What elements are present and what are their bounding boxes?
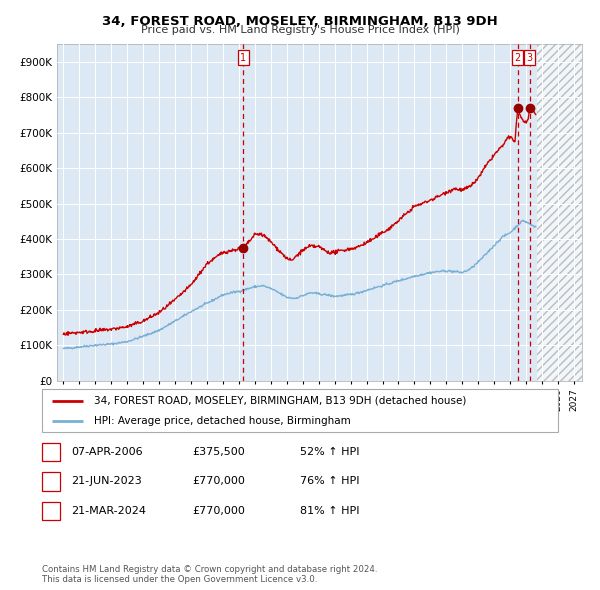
Bar (538, 44, 582, 381)
Text: £375,500: £375,500 (192, 447, 245, 457)
Text: 21-MAR-2024: 21-MAR-2024 (71, 506, 146, 516)
Text: Contains HM Land Registry data © Crown copyright and database right 2024.
This d: Contains HM Land Registry data © Crown c… (42, 565, 377, 584)
Text: 2: 2 (47, 477, 55, 486)
Text: 1: 1 (47, 447, 55, 457)
Text: 3: 3 (527, 53, 533, 63)
Text: 52% ↑ HPI: 52% ↑ HPI (300, 447, 359, 457)
Text: £770,000: £770,000 (192, 477, 245, 486)
Text: 81% ↑ HPI: 81% ↑ HPI (300, 506, 359, 516)
Text: 34, FOREST ROAD, MOSELEY, BIRMINGHAM, B13 9DH (detached house): 34, FOREST ROAD, MOSELEY, BIRMINGHAM, B1… (94, 396, 466, 406)
Text: £770,000: £770,000 (192, 506, 245, 516)
Text: 2: 2 (515, 53, 521, 63)
Text: 21-JUN-2023: 21-JUN-2023 (71, 477, 142, 486)
FancyBboxPatch shape (42, 389, 558, 432)
Text: 34, FOREST ROAD, MOSELEY, BIRMINGHAM, B13 9DH: 34, FOREST ROAD, MOSELEY, BIRMINGHAM, B1… (102, 15, 498, 28)
Text: 76% ↑ HPI: 76% ↑ HPI (300, 477, 359, 486)
Bar (538, 44, 582, 381)
Text: 3: 3 (47, 506, 55, 516)
Text: HPI: Average price, detached house, Birmingham: HPI: Average price, detached house, Birm… (94, 416, 350, 426)
Text: 07-APR-2006: 07-APR-2006 (71, 447, 142, 457)
Text: Price paid vs. HM Land Registry's House Price Index (HPI): Price paid vs. HM Land Registry's House … (140, 25, 460, 35)
Text: 1: 1 (240, 53, 246, 63)
